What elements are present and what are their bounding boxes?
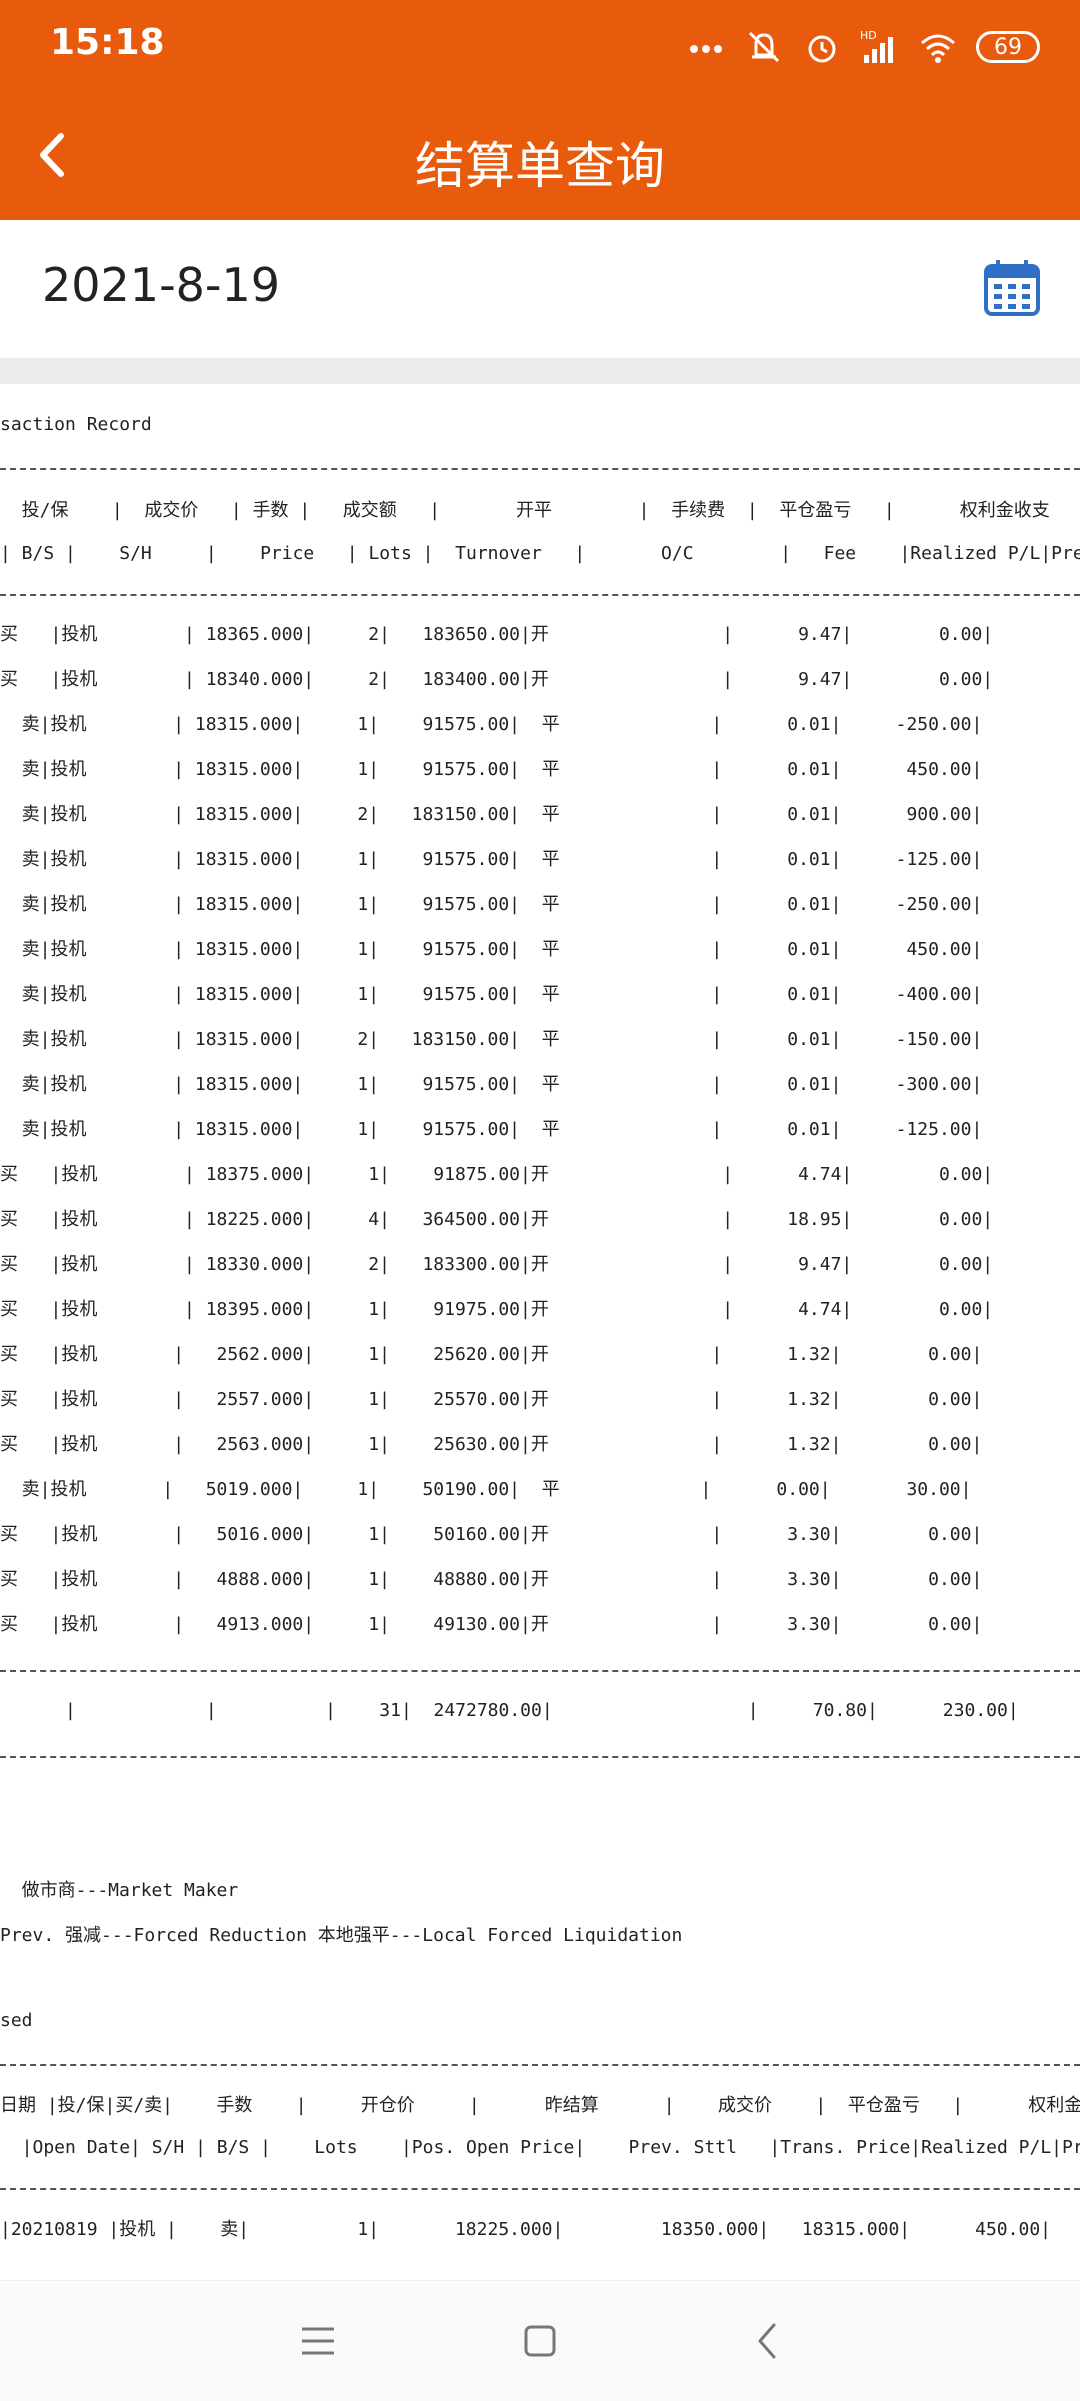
table-row: 买 |投机 | 18365.000| 2| 183650.00|开 | 9.47…: [0, 624, 994, 645]
signal-icon: HD: [860, 29, 893, 63]
table-row: 买 |投机 | 18330.000| 2| 183300.00|开 | 9.47…: [0, 1254, 994, 1275]
table-row: 买 |投机 | 5016.000| 1| 50160.00|开 | 3.30| …: [0, 1524, 983, 1545]
table-row: |20210819 |投机 | 卖| 1| 18225.000| 18350.0…: [0, 2219, 1051, 2240]
table-row: 买 |投机 | 18225.000| 4| 364500.00|开 | 18.9…: [0, 1209, 994, 1230]
divider-line: [0, 1756, 1080, 1758]
table-row: 卖|投机 | 18315.000| 1| 91575.00| 平 | 0.01|…: [0, 1119, 983, 1140]
wifi-icon: [921, 34, 955, 63]
table-header-cn: 日期 |投/保|买/卖| 手数 | 开仓价 | 昨结算 | 成交价 | 平仓盈亏…: [0, 2095, 1080, 2116]
battery-icon: 69: [976, 31, 1040, 63]
divider-line: [0, 468, 1080, 470]
table-row: 卖|投机 | 18315.000| 1| 91575.00| 平 | 0.01|…: [0, 939, 983, 960]
table-row: 卖|投机 | 18315.000| 2| 183150.00| 平 | 0.01…: [0, 1029, 983, 1050]
menu-icon[interactable]: [288, 2311, 348, 2371]
alarm-icon: [808, 35, 836, 63]
total-row: | | | 31| 2472780.00| | 70.80| 230.00|: [0, 1700, 1019, 1721]
table-row: 卖|投机 | 18315.000| 1| 91575.00| 平 | 0.01|…: [0, 759, 983, 780]
status-icons: HD 69: [686, 22, 1040, 72]
table-row: 卖|投机 | 18315.000| 1| 91575.00| 平 | 0.01|…: [0, 714, 983, 735]
bell-muted-icon: [748, 31, 780, 63]
section-divider: [0, 358, 1080, 384]
table-row: 买 |投机 | 2557.000| 1| 25570.00|开 | 1.32| …: [0, 1389, 983, 1410]
legend-note: Prev. 强减---Forced Reduction 本地强平---Local…: [0, 1925, 683, 1946]
table-row: 买 |投机 | 4913.000| 1| 49130.00|开 | 3.30| …: [0, 1614, 983, 1635]
table-row: 卖|投机 | 18315.000| 1| 91575.00| 平 | 0.01|…: [0, 849, 983, 870]
calendar-icon[interactable]: [982, 258, 1042, 318]
chevron-left-icon: [40, 133, 64, 177]
table-row: 买 |投机 | 2563.000| 1| 25630.00|开 | 1.32| …: [0, 1434, 983, 1455]
table-row: 买 |投机 | 18375.000| 1| 91875.00|开 | 4.74|…: [0, 1164, 994, 1185]
divider-line: [0, 1670, 1080, 1672]
table-row: 买 |投机 | 2562.000| 1| 25620.00|开 | 1.32| …: [0, 1344, 983, 1365]
table-header-en: |Open Date| S/H | B/S | Lots |Pos. Open …: [0, 2137, 1080, 2158]
table-row: 买 |投机 | 18340.000| 2| 183400.00|开 | 9.47…: [0, 669, 994, 690]
table-row: 卖|投机 | 18315.000| 1| 91575.00| 平 | 0.01|…: [0, 1074, 983, 1095]
back-triangle-icon[interactable]: [738, 2311, 798, 2371]
app-header: 15:18 HD 69 结算单查询: [0, 0, 1080, 220]
divider-line: [0, 594, 1080, 596]
table-row: 卖|投机 | 5019.000| 1| 50190.00| 平 | 0.00| …: [0, 1479, 972, 1500]
legend-note: 做市商---Market Maker: [0, 1880, 239, 1901]
divider-line: [0, 2064, 1080, 2066]
selected-date[interactable]: 2021-8-19: [42, 258, 281, 312]
table-header-cn: 投/保 | 成交价 | 手数 | 成交额 | 开平 | 手续费 | 平仓盈亏 |…: [0, 500, 1080, 521]
more-dots-icon: [690, 45, 722, 53]
table-row: 买 |投机 | 18395.000| 1| 91975.00|开 | 4.74|…: [0, 1299, 994, 1320]
table-row: 卖|投机 | 18315.000| 2| 183150.00| 平 | 0.01…: [0, 804, 983, 825]
table-row: 卖|投机 | 18315.000| 1| 91575.00| 平 | 0.01|…: [0, 894, 983, 915]
table-row: 买 |投机 | 4888.000| 1| 48880.00|开 | 3.30| …: [0, 1569, 983, 1590]
back-button[interactable]: [18, 120, 88, 190]
page-title: 结算单查询: [415, 137, 665, 195]
table-row: 卖|投机 | 18315.000| 1| 91575.00| 平 | 0.01|…: [0, 984, 983, 1005]
home-square-icon[interactable]: [510, 2311, 570, 2371]
divider-line: [0, 2188, 1080, 2190]
network-label: HD: [860, 29, 877, 42]
section-title: sed: [0, 2010, 33, 2031]
section-title: saction Record: [0, 414, 152, 435]
system-nav-bar: [0, 2280, 1080, 2401]
settlement-report[interactable]: saction Record 投/保 | 成交价 | 手数 | 成交额 | 开平…: [0, 384, 1080, 2280]
table-header-en: | B/S | S/H | Price | Lots | Turnover | …: [0, 543, 1080, 564]
status-time: 15:18: [50, 22, 165, 63]
date-selector-row: 2021-8-19: [0, 220, 1080, 358]
